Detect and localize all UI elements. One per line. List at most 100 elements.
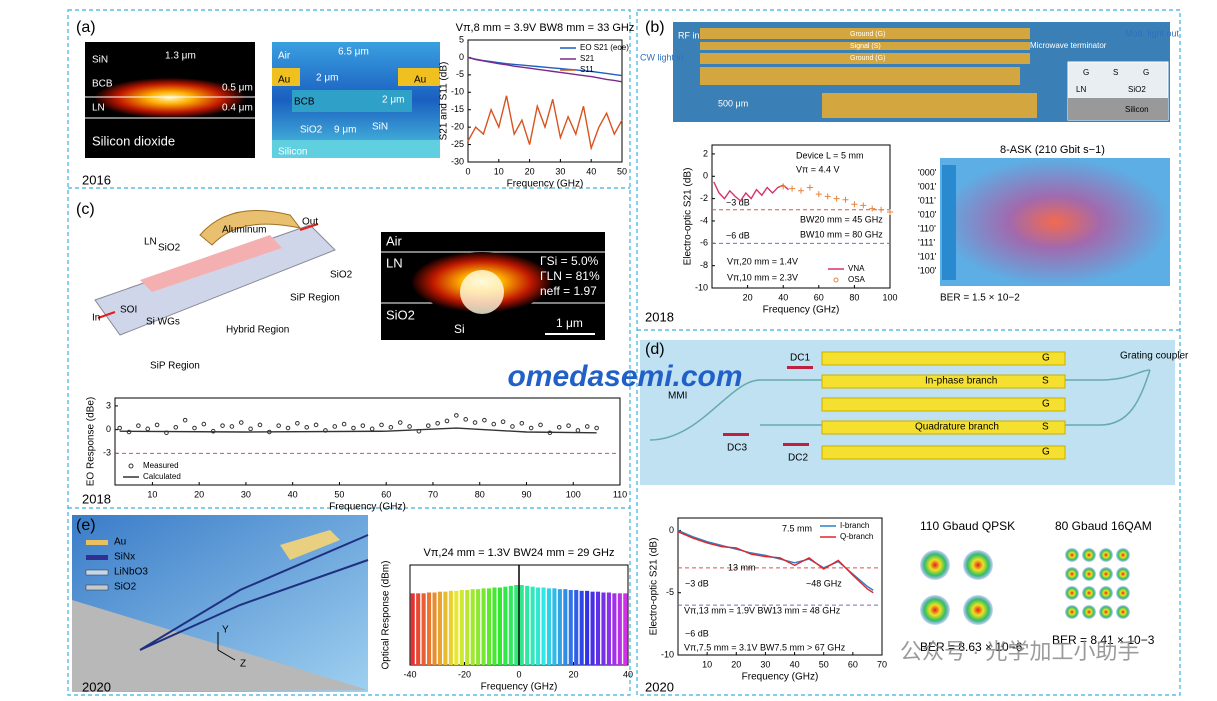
- legend-label: Calculated: [143, 472, 181, 481]
- marker: [173, 424, 179, 430]
- marker: [397, 420, 403, 425]
- label: Ground (G): [850, 55, 885, 62]
- marker: [192, 425, 197, 431]
- label: MMI: [668, 391, 687, 402]
- y-tick-label: -4: [700, 215, 708, 225]
- marker: [878, 206, 885, 213]
- x-tick-label: 20: [568, 669, 578, 679]
- legend-label: I-branch: [840, 521, 869, 530]
- constellation-point: [1116, 567, 1130, 581]
- label: SiN: [92, 55, 108, 66]
- plot-frame: [114, 397, 621, 486]
- annotation: 7.5 mm: [782, 523, 812, 533]
- constellation-point: [1099, 567, 1113, 581]
- x-tick-label: 60: [381, 489, 391, 499]
- x-tick-label: 100: [566, 489, 581, 499]
- series-line: [467, 56, 623, 83]
- marker: [425, 423, 431, 428]
- x-axis-label: Frequency (GHz): [329, 502, 406, 513]
- label: SiN: [372, 122, 388, 133]
- electrode: [821, 445, 1066, 460]
- x-tick-label: 0: [516, 669, 521, 679]
- bar: [525, 585, 530, 665]
- marker: [584, 424, 590, 429]
- marker: [435, 421, 440, 426]
- bar: [497, 587, 502, 665]
- label: '101': [918, 251, 937, 261]
- x-axis-label: Frequency (GHz): [742, 672, 819, 683]
- marker: [869, 205, 876, 212]
- label: Out: [302, 217, 318, 228]
- label: neff = 1.97: [540, 284, 597, 298]
- label: DC2: [788, 453, 808, 464]
- annotation: −6 dB: [726, 230, 750, 240]
- constellation-point: [1116, 548, 1130, 562]
- marker: [833, 195, 840, 202]
- panel-year: 2020: [82, 679, 111, 694]
- constellation-point: [1082, 586, 1096, 600]
- annotation: −6 dB: [685, 628, 709, 638]
- marker: [780, 183, 787, 190]
- borders: [67, 9, 1181, 696]
- marker: [860, 202, 867, 209]
- x-tick-label: 60: [814, 292, 824, 302]
- annotation: −3 dB: [726, 197, 750, 207]
- electrode: [821, 397, 1066, 412]
- bar: [421, 593, 426, 665]
- y-tick-label: -25: [451, 139, 464, 149]
- marker: [304, 424, 310, 430]
- marker: [248, 426, 253, 432]
- bar: [585, 590, 590, 665]
- footer-watermark: 公众号 · 光学加工小助手: [900, 639, 1140, 664]
- label: SiO2: [300, 125, 323, 136]
- label: '111': [918, 237, 935, 247]
- label: Silicon dioxide: [92, 133, 175, 148]
- label: SiO2: [114, 582, 137, 593]
- label: Hybrid Region: [226, 325, 289, 336]
- marker: [798, 187, 804, 194]
- legend-label: OSA: [848, 275, 866, 284]
- x-tick-label: 60: [848, 659, 858, 669]
- y-tick-label: 2: [703, 148, 708, 158]
- x-tick-label: 50: [334, 489, 344, 499]
- x-tick-label: 30: [760, 659, 770, 669]
- label: In: [92, 313, 100, 324]
- label: Au: [114, 537, 126, 548]
- constellation-point: [963, 550, 993, 580]
- label: 6.5 μm: [338, 47, 369, 58]
- marker: [201, 421, 207, 427]
- marker: [154, 422, 160, 428]
- marker: [126, 429, 132, 435]
- marker: [463, 417, 468, 422]
- label: '010': [918, 209, 937, 219]
- marker: [257, 422, 263, 428]
- label: Aluminum: [222, 225, 266, 236]
- annotation: −3 dB: [685, 578, 709, 588]
- label: LN: [92, 103, 105, 114]
- bar: [601, 592, 606, 665]
- marker: [510, 424, 515, 429]
- annotation: 13 mm: [728, 562, 756, 572]
- x-tick-label: 90: [521, 489, 531, 499]
- bar: [459, 590, 464, 665]
- label: SiO2: [158, 243, 181, 254]
- label: G: [1042, 399, 1050, 410]
- marker: [360, 423, 366, 428]
- label: DC1: [790, 353, 810, 364]
- x-tick-label: 80: [849, 292, 859, 302]
- constellation-point: [1065, 567, 1079, 581]
- y-axis-label: EO Response (dBe): [86, 397, 97, 487]
- label: SiO2: [386, 307, 415, 322]
- marker: [229, 424, 235, 429]
- y-tick-label: -5: [666, 587, 674, 597]
- label: BER = 1.5 × 10−2: [940, 293, 1020, 304]
- y-tick-label: 3: [106, 400, 111, 410]
- label: '100': [918, 265, 937, 275]
- label: Y: [222, 625, 229, 636]
- bar: [552, 588, 557, 665]
- legend-label: S21: [580, 54, 595, 63]
- label: BER = 8.63 × 10−6: [920, 640, 1023, 654]
- marker: [482, 417, 487, 423]
- electrode: [821, 374, 1066, 389]
